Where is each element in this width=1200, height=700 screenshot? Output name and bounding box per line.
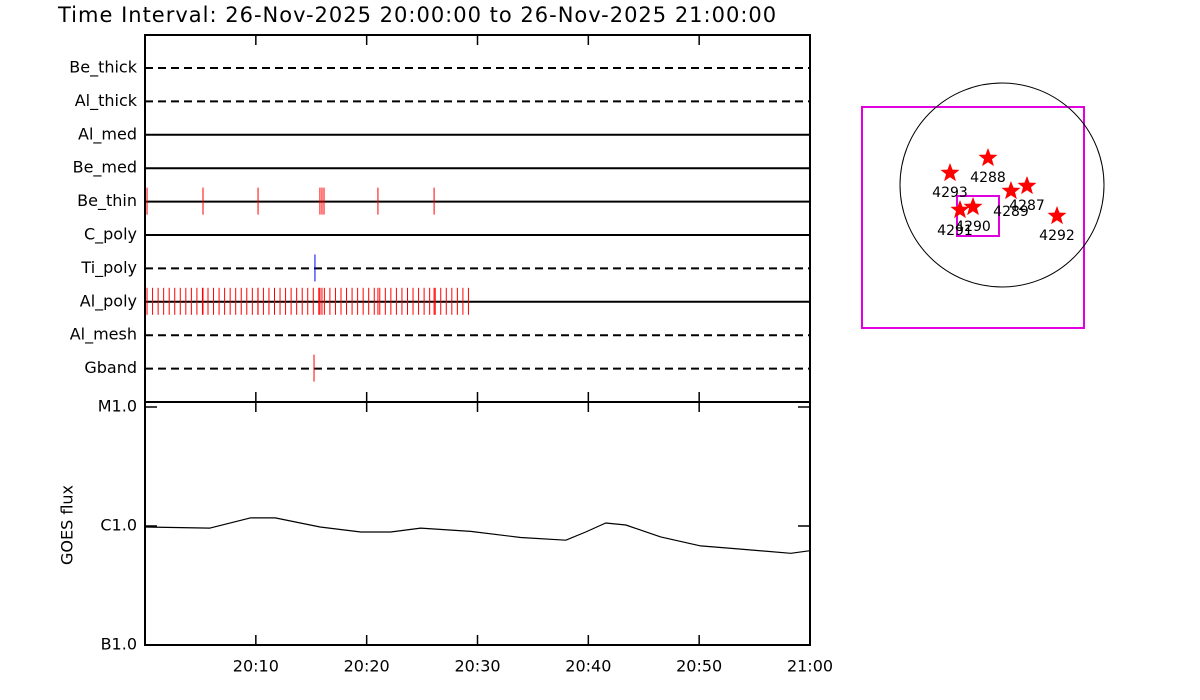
x-tick-label: 20:40 [565,657,611,676]
region-star [1047,206,1067,225]
y-tick-label: B1.0 [101,635,137,654]
field-of-view [861,106,1085,329]
row-label: Al_thick [75,91,138,111]
chart-title: Time Interval: 26-Nov-2025 20:00:00 to 2… [57,3,777,27]
timeline-frame [144,34,811,403]
row-label: Al_mesh [70,325,137,345]
y-tick-label: C1.0 [100,516,137,535]
region-label: 4292 [1039,228,1075,244]
solar-disk [899,82,1105,288]
region-label: 4291 [937,223,973,239]
goes-frame [144,401,811,646]
row-label: C_poly [84,225,137,245]
region-label: 4288 [970,170,1006,186]
region-label: 4287 [1009,198,1045,214]
region-label: 4290 [955,219,991,235]
x-tick-label: 20:10 [233,657,279,676]
row-label: Be_thick [69,58,137,78]
row-label: Be_med [73,158,137,178]
region-label: 4289 [993,204,1029,220]
y-tick-label: M1.0 [98,397,137,416]
region-star [963,197,983,216]
region-star [1001,181,1021,200]
row-label: Al_med [78,124,137,144]
x-tick-label: 20:20 [344,657,390,676]
row-label: Ti_poly [80,258,137,278]
region-star [978,148,998,167]
goes-line [144,517,811,554]
y-axis-label: GOES flux [58,485,77,565]
row-label: Gband [84,358,137,377]
x-tick-label: 20:50 [676,657,722,676]
row-label: Al_poly [80,291,137,311]
x-tick-label: 20:30 [454,657,500,676]
region-star [1017,176,1037,195]
row-label: Be_thin [77,191,137,211]
region-star [950,200,970,219]
x-tick-label: 21:00 [787,657,833,676]
region-star [940,163,960,182]
region-label: 4293 [932,185,968,201]
